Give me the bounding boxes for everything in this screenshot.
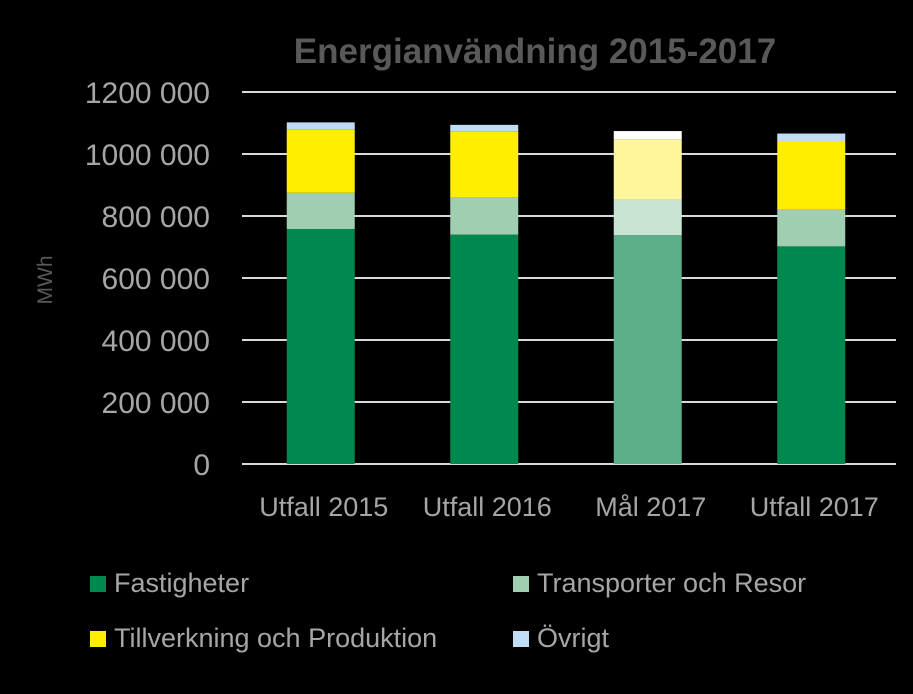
bar-segment	[286, 192, 355, 230]
legend-label: Fastigheter	[114, 568, 250, 598]
y-tick-label: 1200 000	[85, 77, 210, 110]
y-tick-label: 0	[193, 449, 210, 482]
y-tick-labels: 0 200 000 400 000 600 000 800 000 1000 000 120…	[85, 77, 210, 482]
legend-swatch	[90, 630, 106, 647]
y-tick-label: 800 000	[102, 201, 210, 234]
x-tick-label: Mål 2017	[595, 492, 706, 522]
legend-swatch	[513, 630, 529, 647]
legend-swatch	[90, 575, 106, 592]
bar-segment	[613, 199, 682, 236]
x-tick-label: Utfall 2016	[423, 492, 552, 522]
bar-segment	[286, 229, 355, 464]
legend-item-ovrigt: Övrigt	[513, 623, 609, 654]
legend-item-transporter: Transporter och Resor	[513, 568, 806, 599]
bar-segment	[450, 234, 519, 464]
y-tick-label: 400 000	[102, 325, 210, 358]
chart-title: Energianvändning 2015-2017	[294, 32, 776, 71]
legend: Fastigheter Transporter och Resor Tillve…	[0, 560, 913, 680]
y-tick-label: 200 000	[102, 387, 210, 420]
bar-segment	[450, 131, 519, 198]
bar-segment	[777, 246, 846, 464]
bar-segment	[777, 133, 846, 141]
y-tick-label: 600 000	[102, 263, 210, 296]
bar-stacks	[286, 122, 846, 464]
bar-segment	[286, 129, 355, 193]
bar-segment	[450, 197, 519, 235]
legend-label: Transporter och Resor	[537, 568, 807, 598]
x-tick-label: Utfall 2015	[259, 492, 388, 522]
y-axis-label: MWh	[34, 256, 57, 305]
x-tick-labels: Utfall 2015 Utfall 2016 Mål 2017 Utfall 201…	[259, 492, 879, 522]
legend-item-fastigheter: Fastigheter	[90, 568, 249, 599]
bar-segment	[613, 131, 682, 140]
y-tick-label: 1000 000	[85, 139, 210, 172]
legend-item-tillverkning: Tillverkning och Produktion	[90, 623, 437, 654]
legend-label: Övrigt	[537, 623, 610, 653]
legend-swatch	[513, 575, 529, 592]
bar-segment	[613, 139, 682, 200]
bar-segment	[286, 122, 355, 130]
bar-segment	[777, 140, 846, 210]
legend-label: Tillverkning och Produktion	[114, 623, 438, 653]
bar-segment	[777, 209, 846, 247]
x-tick-label: Utfall 2017	[750, 492, 879, 522]
bar-segment	[450, 124, 519, 132]
bar-segment	[613, 235, 682, 464]
